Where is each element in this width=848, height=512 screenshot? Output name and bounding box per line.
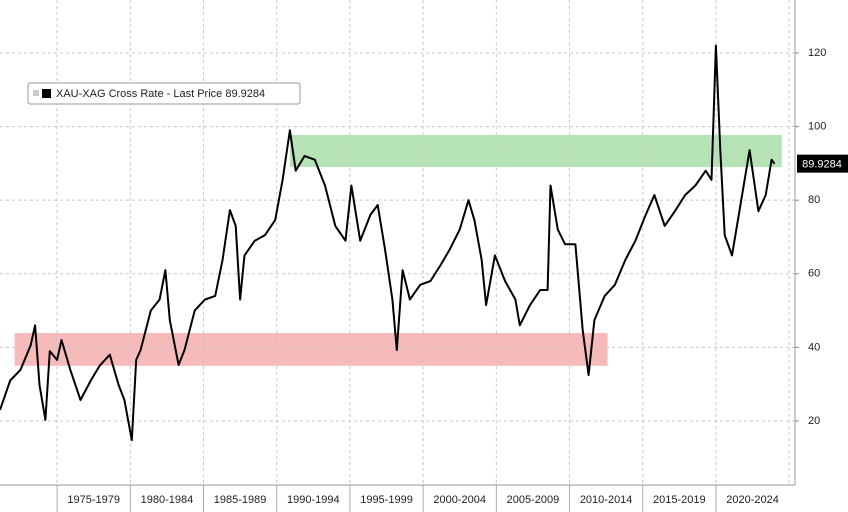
x-tick-label: 2020-2024: [726, 494, 779, 506]
x-tick-label: 1995-1999: [360, 494, 413, 506]
price-line: [0, 44, 776, 442]
y-tick-label: 20: [808, 415, 820, 427]
x-tick-label: 1980-1984: [141, 494, 194, 506]
x-tick-label: 1985-1989: [214, 494, 267, 506]
y-tick-label: 100: [808, 120, 826, 132]
legend-swatch: [42, 89, 51, 98]
last-price-label: 89.9284: [802, 159, 842, 171]
legend-label: XAU-XAG Cross Rate - Last Price 89.9284: [56, 88, 265, 100]
x-tick-label: 2005-2009: [507, 494, 560, 506]
band: [289, 135, 782, 168]
y-tick-label: 60: [808, 268, 820, 280]
legend-box: [27, 82, 301, 105]
y-tick-label: 80: [808, 194, 820, 206]
x-tick-label: 1990-1994: [287, 494, 340, 506]
x-tick-label: 2015-2019: [653, 494, 706, 506]
x-tick-label: 1975-1979: [67, 494, 120, 506]
x-tick-label: 2000-2004: [433, 494, 486, 506]
y-tick-label: 120: [808, 47, 826, 59]
last-price-tag: [797, 154, 848, 173]
legend: XAU-XAG Cross Rate - Last Price 89.9284: [27, 82, 301, 105]
y-tick-label: 40: [808, 341, 820, 353]
band: [14, 333, 608, 366]
legend-icon: [33, 90, 39, 96]
x-tick-label: 2010-2014: [580, 494, 633, 506]
